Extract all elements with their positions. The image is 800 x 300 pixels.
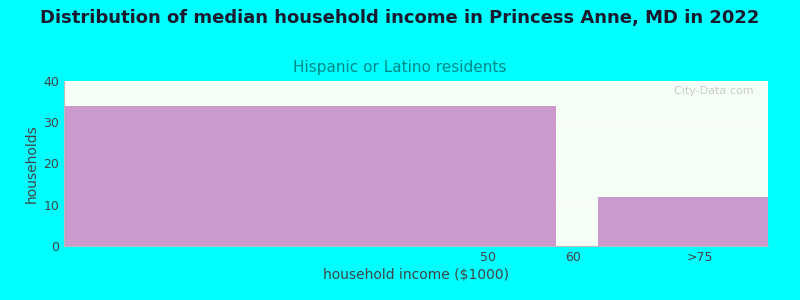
- Bar: [598, 196, 768, 246]
- X-axis label: household income ($1000): household income ($1000): [323, 268, 509, 282]
- Text: Distribution of median household income in Princess Anne, MD in 2022: Distribution of median household income …: [40, 9, 760, 27]
- Text: City-Data.com: City-Data.com: [667, 86, 754, 96]
- Text: Hispanic or Latino residents: Hispanic or Latino residents: [294, 60, 506, 75]
- Bar: [64, 106, 556, 246]
- Y-axis label: households: households: [25, 124, 39, 203]
